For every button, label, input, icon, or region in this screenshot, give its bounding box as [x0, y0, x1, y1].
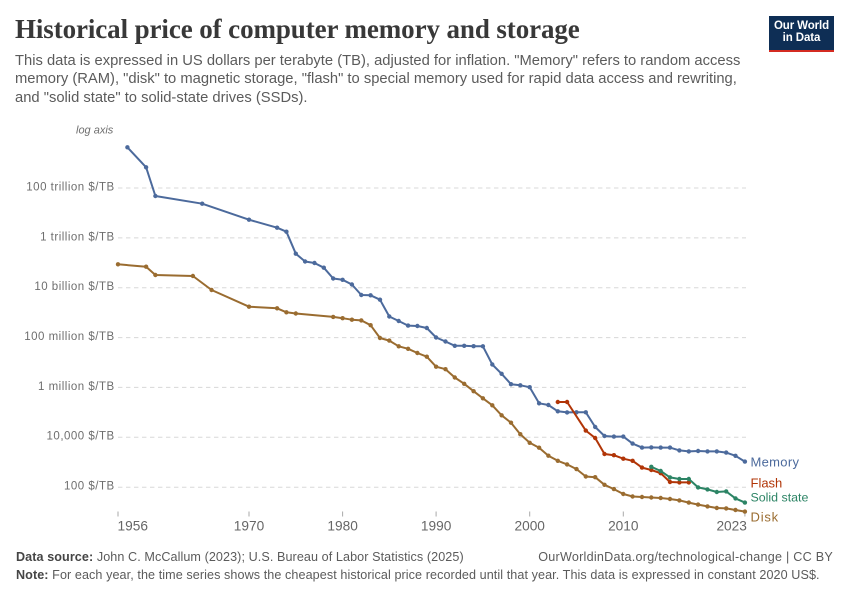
svg-text:2010: 2010	[608, 519, 639, 534]
svg-text:100 million $/TB: 100 million $/TB	[24, 331, 114, 343]
svg-text:Solid state: Solid state	[751, 491, 809, 505]
svg-text:1970: 1970	[234, 519, 265, 534]
svg-text:10 billion $/TB: 10 billion $/TB	[34, 281, 114, 293]
svg-text:1990: 1990	[421, 519, 452, 534]
svg-text:1 trillion $/TB: 1 trillion $/TB	[40, 231, 115, 243]
svg-text:100 $/TB: 100 $/TB	[64, 481, 115, 493]
svg-text:Flash: Flash	[751, 476, 783, 491]
svg-text:1956: 1956	[118, 519, 149, 534]
svg-text:Memory: Memory	[751, 455, 800, 470]
svg-text:10,000 $/TB: 10,000 $/TB	[47, 431, 115, 443]
svg-text:2000: 2000	[514, 519, 545, 534]
svg-text:1 million $/TB: 1 million $/TB	[38, 381, 115, 393]
svg-text:1980: 1980	[327, 519, 358, 534]
svg-text:2023: 2023	[716, 519, 747, 534]
svg-text:Disk: Disk	[751, 510, 779, 525]
svg-text:100 trillion $/TB: 100 trillion $/TB	[26, 181, 114, 193]
svg-text:log axis: log axis	[76, 125, 114, 137]
